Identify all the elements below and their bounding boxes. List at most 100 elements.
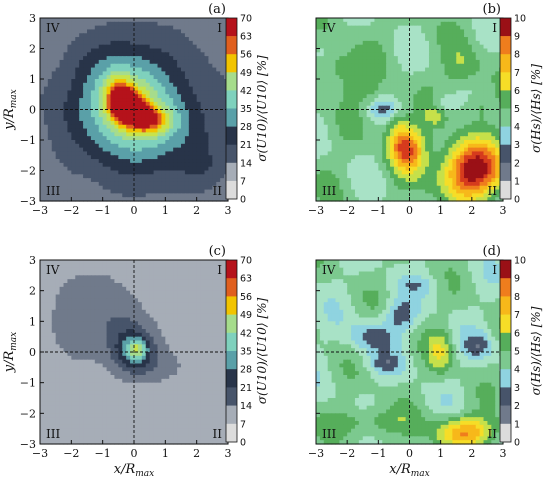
- heat-cell: [331, 101, 337, 107]
- heat-cell: [51, 279, 57, 284]
- heat-cell: [204, 79, 210, 84]
- heat-cell: [425, 98, 430, 103]
- heat-cell: [149, 197, 155, 202]
- heat-cell: [145, 56, 151, 61]
- heat-cell: [134, 71, 139, 76]
- heat-cell: [319, 151, 325, 156]
- heat-cell: [173, 82, 178, 88]
- heat-cell: [106, 181, 112, 187]
- heat-cell: [169, 98, 174, 103]
- heat-cell: [366, 86, 372, 92]
- heat-cell: [347, 197, 352, 202]
- heat-cell: [200, 94, 206, 99]
- heat-cell: [126, 128, 131, 133]
- heat-cell: [106, 52, 112, 57]
- heat-cell: [153, 52, 159, 57]
- heat-cell: [436, 197, 442, 202]
- heat-cell: [67, 178, 72, 183]
- heat-cell: [347, 132, 352, 137]
- heat-cell: [464, 29, 469, 34]
- heat-cell: [347, 113, 352, 118]
- heat-cell: [331, 140, 337, 145]
- heat-cell: [452, 33, 457, 38]
- heatmap-cells: [316, 18, 504, 202]
- heat-cell: [331, 147, 337, 153]
- heat-cell: [319, 162, 325, 168]
- heat-cell: [335, 170, 340, 175]
- heat-cell: [354, 94, 360, 99]
- heat-cell: [149, 166, 155, 172]
- heat-cell: [208, 124, 213, 130]
- heat-cell: [196, 59, 202, 65]
- heat-cell: [354, 166, 360, 172]
- heat-cell: [165, 178, 170, 183]
- heat-cell: [196, 263, 202, 269]
- heat-cell: [102, 189, 108, 194]
- x-tick-label: −1: [95, 204, 111, 217]
- heat-cell: [382, 140, 387, 145]
- heat-cell: [192, 178, 198, 183]
- heat-cell: [347, 140, 352, 145]
- heat-cell: [212, 40, 217, 46]
- heat-cell: [188, 86, 194, 92]
- heat-cell: [323, 86, 329, 92]
- heat-cell: [90, 193, 96, 198]
- heat-cell: [181, 124, 186, 130]
- heat-cell: [354, 159, 360, 164]
- heat-cell: [331, 90, 337, 95]
- heat-cell: [98, 166, 104, 172]
- heat-cell: [122, 147, 127, 153]
- heat-cell: [401, 90, 407, 95]
- heat-cell: [393, 128, 399, 133]
- colorbar-swatch: [226, 108, 237, 127]
- heat-cell: [106, 263, 112, 269]
- heat-cell: [71, 37, 76, 42]
- heat-cell: [118, 151, 123, 156]
- heat-cell: [114, 98, 119, 103]
- heat-cell: [483, 117, 489, 122]
- heat-cell: [169, 113, 174, 118]
- heat-cell: [145, 79, 151, 84]
- heat-cell: [432, 166, 438, 172]
- heat-cell: [118, 33, 123, 38]
- heat-cell: [216, 67, 221, 72]
- heat-cell: [87, 193, 92, 198]
- heat-cell: [374, 40, 379, 46]
- heat-cell: [393, 44, 399, 50]
- heat-cell: [390, 159, 395, 164]
- heat-cell: [122, 181, 127, 187]
- heat-cell: [137, 279, 143, 284]
- heat-cell: [137, 155, 143, 160]
- heat-cell: [122, 271, 127, 276]
- heat-cell: [200, 79, 206, 84]
- heat-cell: [319, 189, 325, 194]
- heat-cell: [137, 185, 143, 191]
- heat-cell: [319, 136, 325, 141]
- heat-cell: [417, 98, 422, 103]
- heat-cell: [444, 143, 450, 149]
- heat-cell: [335, 18, 340, 23]
- heat-cell: [491, 170, 496, 175]
- heat-cell: [487, 56, 492, 61]
- heat-cell: [106, 18, 112, 23]
- heat-cell: [71, 197, 76, 202]
- heat-cell: [339, 132, 344, 137]
- heat-cell: [40, 67, 45, 72]
- heat-cell: [495, 48, 500, 53]
- heat-cell: [102, 33, 108, 38]
- heat-cell: [495, 159, 500, 164]
- heat-cell: [358, 128, 364, 133]
- heat-cell: [362, 109, 368, 114]
- heat-cell: [358, 181, 364, 187]
- heat-cell: [51, 44, 57, 50]
- heat-cell: [428, 94, 434, 99]
- heat-cell: [126, 260, 131, 265]
- heat-cell: [157, 33, 163, 38]
- heat-cell: [327, 75, 333, 80]
- heat-cell: [440, 197, 446, 202]
- heat-cell: [460, 59, 465, 65]
- heat-cell: [351, 21, 356, 27]
- heat-cell: [181, 52, 186, 57]
- heat-cell: [425, 52, 430, 57]
- heat-cell: [130, 75, 135, 80]
